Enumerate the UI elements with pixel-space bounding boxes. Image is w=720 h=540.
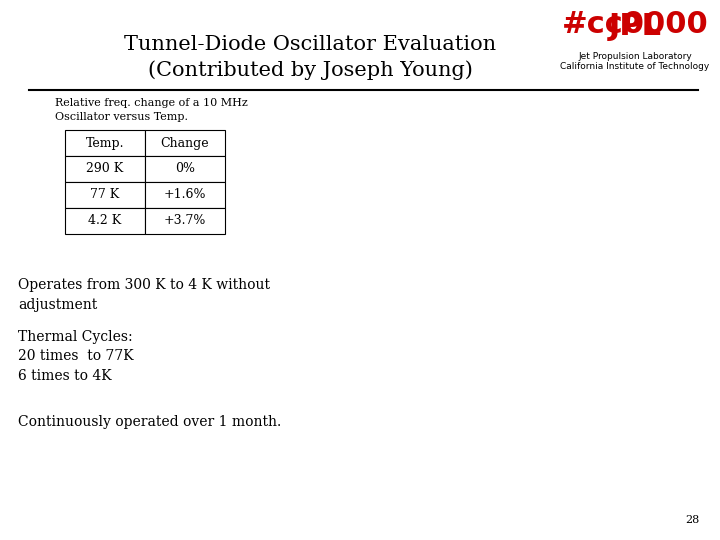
Text: 290 K: 290 K xyxy=(86,163,124,176)
Text: Relative freq. change of a 10 MHz: Relative freq. change of a 10 MHz xyxy=(55,98,248,108)
Text: Change: Change xyxy=(161,137,210,150)
Text: Operates from 300 K to 4 K without
adjustment: Operates from 300 K to 4 K without adjus… xyxy=(18,278,270,312)
Bar xyxy=(145,208,225,234)
Text: California Institute of Technology: California Institute of Technology xyxy=(560,62,710,71)
Bar xyxy=(145,182,225,208)
Bar xyxy=(65,208,145,234)
Text: #cc0000: #cc0000 xyxy=(562,10,708,39)
Text: 0%: 0% xyxy=(175,163,195,176)
Bar xyxy=(145,156,225,182)
Bar xyxy=(65,156,145,182)
Bar xyxy=(145,130,225,156)
Text: +3.7%: +3.7% xyxy=(164,214,206,227)
Text: Thermal Cycles:
20 times  to 77K
6 times to 4K: Thermal Cycles: 20 times to 77K 6 times … xyxy=(18,330,134,383)
Bar xyxy=(65,182,145,208)
Text: 4.2 K: 4.2 K xyxy=(89,214,122,227)
Text: Oscillator versus Temp.: Oscillator versus Temp. xyxy=(55,112,188,122)
Text: 28: 28 xyxy=(685,515,700,525)
Text: (Contributed by Joseph Young): (Contributed by Joseph Young) xyxy=(148,60,472,80)
Text: Jet Propulsion Laboratory: Jet Propulsion Laboratory xyxy=(578,52,692,61)
Text: JPL: JPL xyxy=(608,12,662,41)
Text: Continuously operated over 1 month.: Continuously operated over 1 month. xyxy=(18,415,282,429)
Text: Temp.: Temp. xyxy=(86,137,125,150)
Text: Tunnel-Diode Oscillator Evaluation: Tunnel-Diode Oscillator Evaluation xyxy=(124,35,496,54)
Text: +1.6%: +1.6% xyxy=(163,188,206,201)
Bar xyxy=(65,130,145,156)
Text: 77 K: 77 K xyxy=(91,188,120,201)
